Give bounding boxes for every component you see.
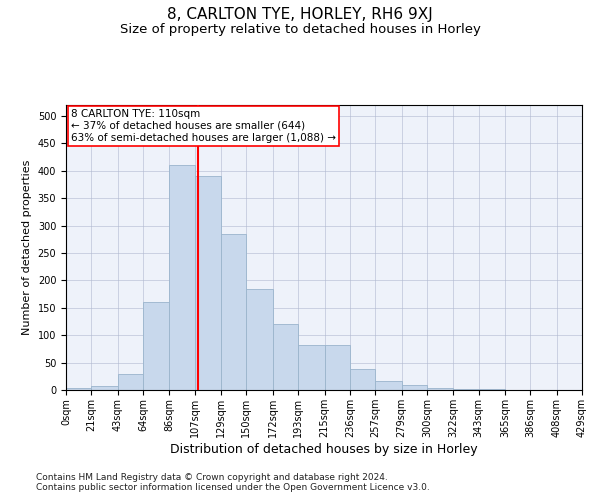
Bar (427, 388, 454, 390)
Bar (273, 324, 298, 390)
Bar (325, 344, 350, 390)
Bar (401, 384, 427, 390)
Bar (169, 166, 194, 390)
Bar (66, 388, 91, 390)
Text: Distribution of detached houses by size in Horley: Distribution of detached houses by size … (170, 442, 478, 456)
Bar (350, 369, 375, 390)
Bar (91, 386, 118, 390)
Text: Size of property relative to detached houses in Horley: Size of property relative to detached ho… (119, 22, 481, 36)
Text: Contains public sector information licensed under the Open Government Licence v3: Contains public sector information licen… (36, 484, 430, 492)
Text: 8 CARLTON TYE: 110sqm
← 37% of detached houses are smaller (644)
63% of semi-det: 8 CARLTON TYE: 110sqm ← 37% of detached … (71, 110, 336, 142)
Bar (194, 176, 221, 390)
Bar (298, 344, 325, 390)
Text: Contains HM Land Registry data © Crown copyright and database right 2024.: Contains HM Land Registry data © Crown c… (36, 472, 388, 482)
Bar (375, 380, 401, 390)
Bar (118, 374, 143, 390)
Bar (221, 234, 247, 390)
Bar (454, 389, 479, 390)
Y-axis label: Number of detached properties: Number of detached properties (22, 160, 32, 335)
Bar (143, 302, 169, 390)
Text: 8, CARLTON TYE, HORLEY, RH6 9XJ: 8, CARLTON TYE, HORLEY, RH6 9XJ (167, 8, 433, 22)
Bar (247, 288, 273, 390)
